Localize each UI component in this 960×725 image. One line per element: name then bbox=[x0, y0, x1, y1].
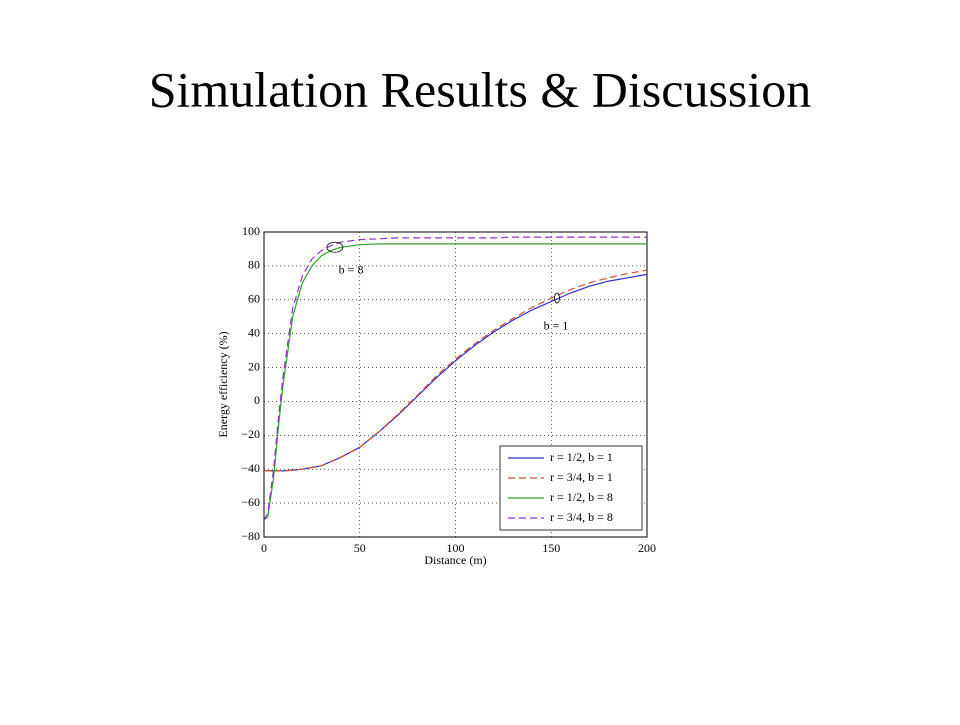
annotation: b = 8 bbox=[339, 263, 364, 277]
y-axis-label: Energy efficiency (%) bbox=[216, 331, 230, 437]
legend-label: r = 1/2, b = 1 bbox=[550, 450, 613, 464]
y-tick-label: −20 bbox=[241, 427, 260, 441]
x-axis-label: Distance (m) bbox=[424, 553, 486, 567]
line-series bbox=[264, 269, 648, 472]
legend-label: r = 3/4, b = 8 bbox=[550, 510, 613, 524]
y-tick-label: 60 bbox=[248, 292, 260, 306]
plot-frame bbox=[263, 231, 648, 538]
x-tick-label: 150 bbox=[542, 541, 560, 555]
x-tick-label: 50 bbox=[354, 541, 366, 555]
y-tick-label: −80 bbox=[241, 529, 260, 543]
y-tick-label: 40 bbox=[248, 325, 260, 339]
x-tick-label: 0 bbox=[261, 541, 267, 555]
annotation: b = 1 bbox=[544, 319, 569, 333]
slide-title: Simulation Results & Discussion bbox=[149, 61, 812, 117]
y-tick-label: 0 bbox=[254, 393, 260, 407]
legend-label: r = 1/2, b = 8 bbox=[550, 490, 613, 504]
line-series bbox=[263, 236, 647, 521]
legend-box bbox=[499, 445, 643, 531]
x-tick-label: 200 bbox=[638, 541, 656, 555]
legend-label: r = 3/4, b = 1 bbox=[550, 470, 613, 484]
y-tick-label: 100 bbox=[242, 224, 260, 238]
x-tick-label: 100 bbox=[447, 541, 465, 555]
y-tick-label: −60 bbox=[241, 495, 260, 509]
y-tick-label: 80 bbox=[248, 258, 260, 272]
line-series bbox=[263, 243, 647, 521]
annotation-marker bbox=[326, 241, 344, 253]
annotation-marker bbox=[554, 292, 560, 304]
y-tick-label: 20 bbox=[248, 359, 260, 373]
y-tick-label: −40 bbox=[241, 461, 260, 475]
